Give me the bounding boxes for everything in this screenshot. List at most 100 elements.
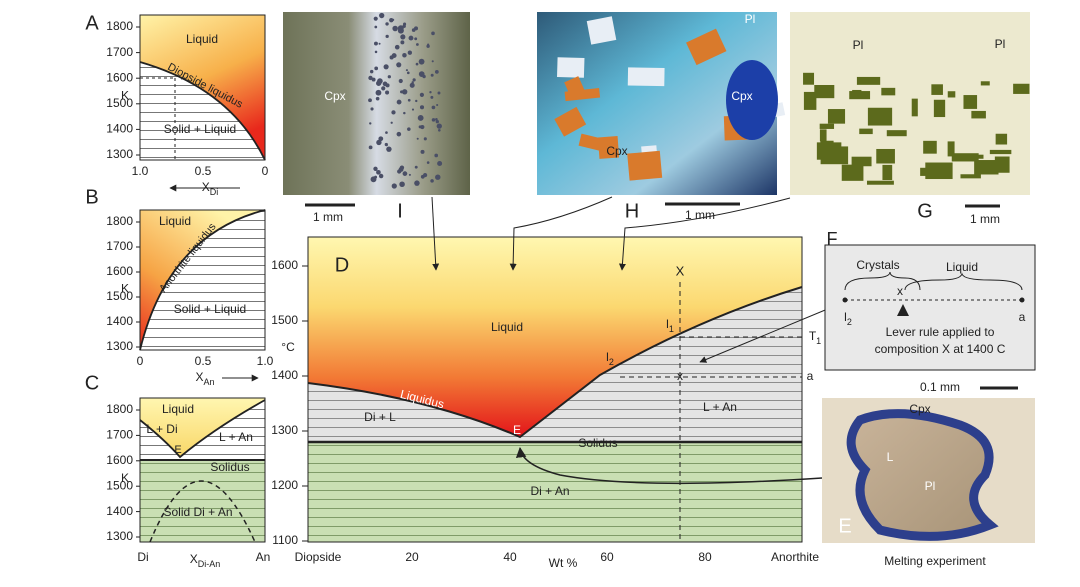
- crystal: [803, 91, 817, 110]
- speckle: [430, 95, 434, 99]
- speckle: [392, 18, 395, 21]
- speckle: [377, 78, 383, 84]
- x-axis-label-main: X: [195, 370, 203, 384]
- crystal: [827, 109, 846, 124]
- y-tick-label: 1300: [106, 529, 133, 543]
- speckle: [414, 165, 418, 169]
- speckle: [373, 16, 378, 21]
- y-tick-label: 1600: [106, 453, 133, 467]
- arrow: [699, 307, 831, 363]
- crystal: [627, 67, 665, 87]
- y-tick-label: 1700: [106, 239, 133, 253]
- y-axis-unit: K: [121, 88, 129, 102]
- panel-c-solid-region: [140, 460, 265, 542]
- y-tick-label: 1500: [271, 313, 298, 327]
- crystal: [960, 174, 981, 179]
- crystal: [923, 140, 937, 154]
- speckle: [407, 98, 411, 102]
- speckle: [430, 179, 434, 183]
- caption: Melting experiment: [884, 554, 986, 568]
- speckle: [414, 37, 418, 41]
- speckle: [435, 119, 439, 124]
- photo-texture: [368, 12, 1030, 189]
- crystal: [931, 84, 943, 95]
- speckle: [389, 55, 394, 60]
- panel-letter: C: [85, 372, 99, 394]
- speckle: [370, 107, 374, 111]
- x-axis-label-main: X: [190, 552, 198, 566]
- panel-b-liquidus: [139, 209, 266, 351]
- speckle: [368, 98, 372, 103]
- field-label: Liquid: [491, 320, 523, 334]
- field-label: Liquid: [186, 32, 218, 46]
- speckle: [435, 117, 438, 121]
- speckle: [411, 108, 415, 111]
- y-tick-label: 1600: [106, 264, 133, 278]
- point-label: l2: [606, 350, 614, 367]
- crystal: [955, 154, 984, 159]
- speckle: [391, 110, 396, 115]
- y-tick-label: 1500: [106, 478, 133, 492]
- crystal: [980, 81, 990, 86]
- x-axis-label-main: X: [202, 180, 210, 194]
- curve-label: Solidus: [578, 436, 617, 450]
- temperature-label: T1: [809, 329, 821, 346]
- arrow: [618, 197, 791, 271]
- mineral-label: Cpx: [731, 89, 752, 103]
- speckle: [400, 90, 404, 94]
- crystal: [554, 106, 587, 137]
- panel-a-frame: [139, 14, 266, 161]
- temperature-label-main: T: [809, 329, 817, 343]
- speckle: [387, 75, 391, 79]
- panel-d-liquidus: [307, 286, 803, 439]
- speckle: [397, 169, 402, 174]
- photo-e-grain: [846, 409, 999, 541]
- speckle: [406, 71, 410, 75]
- speckle: [436, 103, 439, 107]
- y-tick-label: 1100: [272, 533, 298, 547]
- panel-c-frame: [139, 397, 266, 543]
- crystal: [911, 98, 918, 117]
- x-tick-label: 60: [600, 550, 614, 564]
- crystal: [627, 150, 663, 181]
- x-tick-label: 20: [405, 550, 419, 564]
- speckle: [374, 50, 378, 54]
- crystal: [995, 133, 1008, 145]
- speckle: [418, 125, 422, 129]
- speckle: [394, 44, 400, 50]
- scale-label: 0.1 mm: [920, 380, 960, 394]
- crystal: [856, 76, 881, 85]
- field-label: L + An: [219, 430, 253, 444]
- crystal: [882, 164, 893, 181]
- y-tick-label: 1400: [106, 122, 133, 136]
- speckle: [385, 83, 390, 88]
- x-tick-label: Di: [137, 550, 148, 564]
- y-tick-label: 1400: [106, 314, 133, 328]
- speckle: [368, 145, 373, 150]
- y-tick-label: 1800: [106, 214, 133, 228]
- crystal: [852, 89, 862, 97]
- speckle: [418, 71, 425, 77]
- x-axis-label-sub: Di: [210, 187, 219, 197]
- caption: Lever rule applied to: [886, 325, 995, 339]
- field-label: Liquid: [162, 402, 194, 416]
- speckle: [431, 31, 435, 36]
- speckle: [426, 44, 430, 48]
- brace: [844, 271, 1023, 291]
- crystal: [814, 84, 835, 99]
- y-tick-label: 1500: [106, 96, 133, 110]
- y-tick-label: 1600: [271, 258, 298, 272]
- crystal: [859, 128, 873, 135]
- mineral-label: Pl: [853, 38, 864, 52]
- speckle: [408, 173, 411, 176]
- speckle: [403, 111, 406, 115]
- temperature-label-sub: 1: [816, 336, 821, 346]
- field-label: L + An: [703, 400, 737, 414]
- speckle: [391, 183, 397, 189]
- panel-d-liquid-region: [308, 237, 802, 437]
- speckle: [412, 78, 416, 82]
- x-tick-label: 0: [262, 164, 269, 178]
- speckle: [385, 22, 389, 26]
- speckle: [411, 28, 416, 32]
- crystal: [933, 99, 946, 118]
